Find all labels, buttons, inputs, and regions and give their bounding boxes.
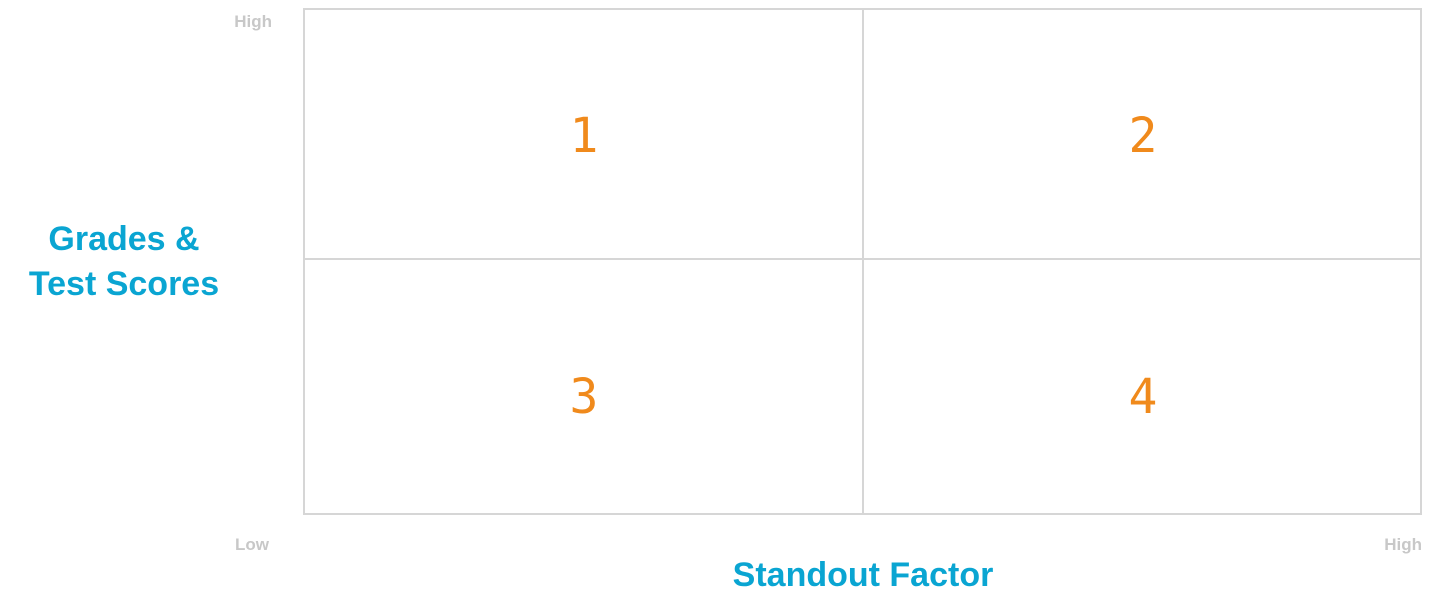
y-high-label: High: [234, 12, 272, 31]
x-low-label: Low: [235, 535, 270, 554]
quadrant-number: 1: [570, 108, 599, 164]
y-axis-label: Grades &: [48, 220, 199, 258]
x-high-label: High: [1384, 535, 1422, 554]
y-axis-label: Test Scores: [29, 265, 219, 303]
x-axis-label: Standout Factor: [733, 556, 994, 593]
quadrant-number: 3: [570, 369, 599, 425]
quadrant-number: 4: [1129, 369, 1158, 425]
quadrant-number: 2: [1129, 108, 1158, 164]
